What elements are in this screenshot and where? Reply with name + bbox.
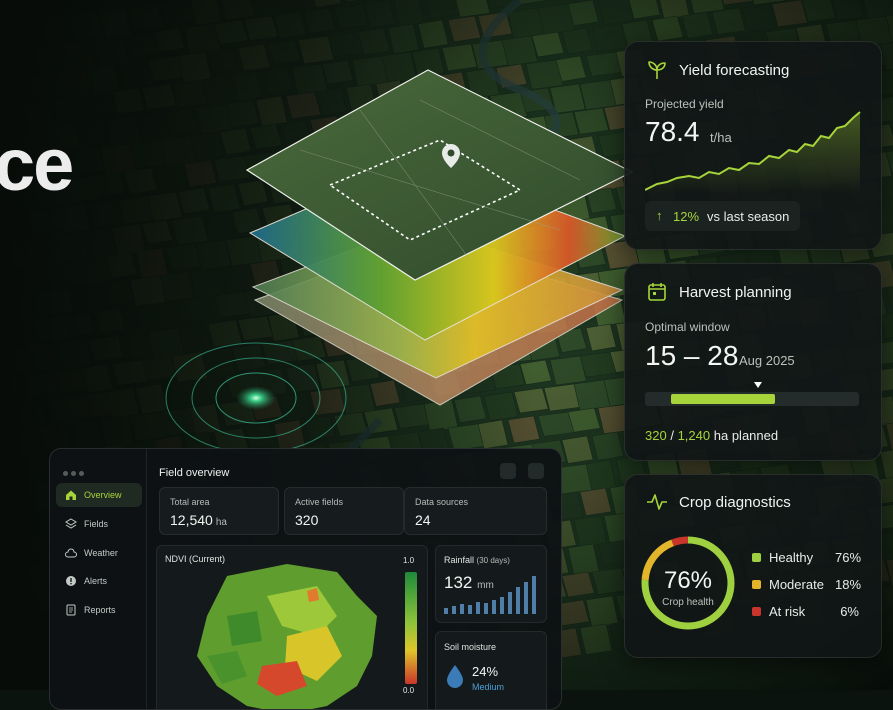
layers-icon — [65, 518, 77, 530]
user-switch-icon[interactable] — [500, 463, 516, 479]
soil-value: 24% — [472, 664, 498, 679]
yield-change: 12% — [673, 209, 699, 224]
stat-data-sources: Data sources 24 — [404, 487, 547, 535]
legend-label: Healthy — [769, 550, 813, 565]
harvest-unit: ha planned — [714, 428, 778, 443]
sidebar-item-overview[interactable]: Overview — [56, 483, 142, 507]
crop-diagnostics-card: Crop diagnostics 76% Crop health — [624, 474, 882, 658]
arrow-up-icon: ↑ — [656, 208, 663, 223]
at-risk-swatch — [752, 607, 761, 616]
sprout-icon — [645, 58, 669, 82]
legend-label: At risk — [769, 604, 805, 619]
yield-change-suffix: vs last season — [707, 209, 789, 224]
rainfall-panel: Rainfall (30 days) 132 mm — [435, 545, 547, 623]
sidebar-item-fields[interactable]: Fields — [56, 512, 142, 536]
card-title: Harvest planning — [679, 284, 792, 301]
dashboard-title: Field overview — [159, 467, 229, 479]
harvest-planned: 320 — [645, 428, 667, 443]
sidebar-item-alerts[interactable]: Alerts — [56, 569, 142, 593]
harvest-timeline — [645, 392, 859, 406]
harvest-range: 15 – 28 — [645, 340, 738, 372]
profile-icon[interactable] — [528, 463, 544, 479]
sidebar-item-reports[interactable]: Reports — [56, 598, 142, 622]
window-controls[interactable] — [63, 463, 87, 481]
card-title: Crop diagnostics — [679, 494, 791, 511]
dashboard-window: Overview Fields Weather Alerts Reports F… — [49, 448, 562, 710]
moderate-swatch — [752, 580, 761, 589]
alert-icon — [65, 575, 77, 587]
legend-label: Moderate — [769, 577, 824, 592]
harvest-planning-card: Harvest planning Optimal window 15 – 28 … — [624, 263, 882, 461]
ndvi-map — [167, 556, 387, 710]
cloud-icon — [65, 547, 77, 559]
document-icon — [65, 604, 77, 616]
yield-trend-chart — [645, 108, 861, 194]
legend-pct: 76% — [835, 550, 859, 565]
harvest-total: 1,240 — [678, 428, 711, 443]
donut-value: 76% — [638, 567, 738, 595]
donut-label: Crop health — [638, 597, 738, 608]
timeline-marker-icon — [754, 382, 762, 388]
hero-heading: ce — [0, 122, 72, 207]
home-icon — [65, 489, 77, 501]
soil-title: Soil moisture — [444, 642, 496, 652]
legend-pct: 18% — [835, 577, 859, 592]
pulse-icon — [645, 490, 669, 514]
sidebar-item-weather[interactable]: Weather — [56, 541, 142, 565]
healthy-swatch — [752, 553, 761, 562]
sidebar: Overview Fields Weather Alerts Reports — [50, 449, 147, 709]
harvest-sep: / — [670, 428, 674, 443]
ndvi-max: 1.0 — [403, 556, 414, 565]
calendar-icon — [645, 280, 669, 304]
ndvi-min: 0.0 — [403, 686, 414, 695]
yield-forecasting-card: Yield forecasting Projected yield 78.4 t… — [624, 41, 882, 250]
rainfall-period: (30 days) — [477, 556, 510, 565]
rainfall-bars — [444, 572, 540, 614]
ndvi-panel: NDVI (Current) 1.0 0.0 — [156, 545, 428, 710]
soil-moisture-panel: Soil moisture 24% Medium — [435, 631, 547, 710]
rainfall-title: Rainfall — [444, 555, 474, 565]
card-title: Yield forecasting — [679, 62, 789, 79]
ndvi-scale — [405, 572, 417, 684]
water-drop-icon — [446, 664, 464, 688]
harvest-month: Aug 2025 — [739, 353, 795, 368]
harvest-label: Optimal window — [645, 320, 730, 334]
yield-change-badge: ↑ 12% vs last season — [645, 201, 800, 231]
soil-level: Medium — [472, 682, 504, 692]
legend-pct: 6% — [835, 604, 859, 619]
stat-active-fields: Active fields 320 — [284, 487, 404, 535]
harvest-window-bar — [671, 394, 775, 404]
